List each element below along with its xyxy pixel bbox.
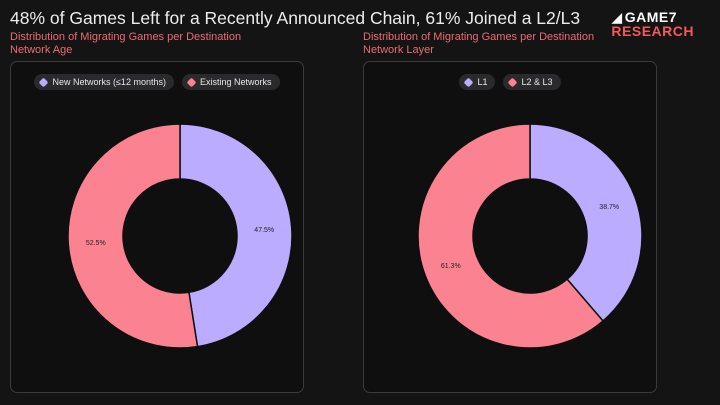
donut-slice-l1[interactable] <box>529 123 643 322</box>
game7-logo-icon: ◢ <box>611 9 623 25</box>
chart-panel-network-layer: L1 L2 & L3 38.7% 61.3% <box>363 61 657 393</box>
chart-panel-network-age: New Networks (≤12 months) Existing Netwo… <box>10 61 304 393</box>
donut-slice-existing-networks[interactable] <box>67 123 199 349</box>
legend-label: L2 & L3 <box>521 77 553 87</box>
brand-line-2: RESEARCH <box>611 23 694 39</box>
brand-logo: ◢ GAME7 RESEARCH <box>611 10 694 38</box>
data-label-new-networks-12-months: 47.5% <box>254 227 274 234</box>
chart-1-title: Distribution of Migrating Games per Dest… <box>10 31 242 56</box>
donut-slice-l2-l3[interactable] <box>417 123 605 349</box>
legend-label: Existing Networks <box>199 77 272 87</box>
legend-label: L1 <box>477 77 488 87</box>
chart-2-legend: L1 L2 & L3 <box>364 74 656 90</box>
legend-item-l1[interactable]: L1 <box>459 74 496 90</box>
chart-1-legend: New Networks (≤12 months) Existing Netwo… <box>11 74 303 90</box>
brand-line-1: GAME7 <box>624 9 677 25</box>
donut-slice-new-networks-12-months[interactable] <box>179 123 293 348</box>
chart-1-donut: 47.5% 52.5% <box>67 123 293 349</box>
legend-item-new-networks[interactable]: New Networks (≤12 months) <box>34 74 174 90</box>
legend-item-existing-networks[interactable]: Existing Networks <box>181 74 280 90</box>
page-title: 48% of Games Left for a Recently Announc… <box>10 8 581 28</box>
legend-item-l2-l3[interactable]: L2 & L3 <box>503 74 561 90</box>
data-label-existing-networks: 52.5% <box>86 240 106 247</box>
chart-2-title: Distribution of Migrating Games per Dest… <box>363 31 595 56</box>
legend-label: New Networks (≤12 months) <box>52 77 166 87</box>
data-label-l2-l3: 61.3% <box>441 263 461 270</box>
data-label-l1: 38.7% <box>599 204 619 211</box>
chart-2-donut: 38.7% 61.3% <box>417 123 643 349</box>
